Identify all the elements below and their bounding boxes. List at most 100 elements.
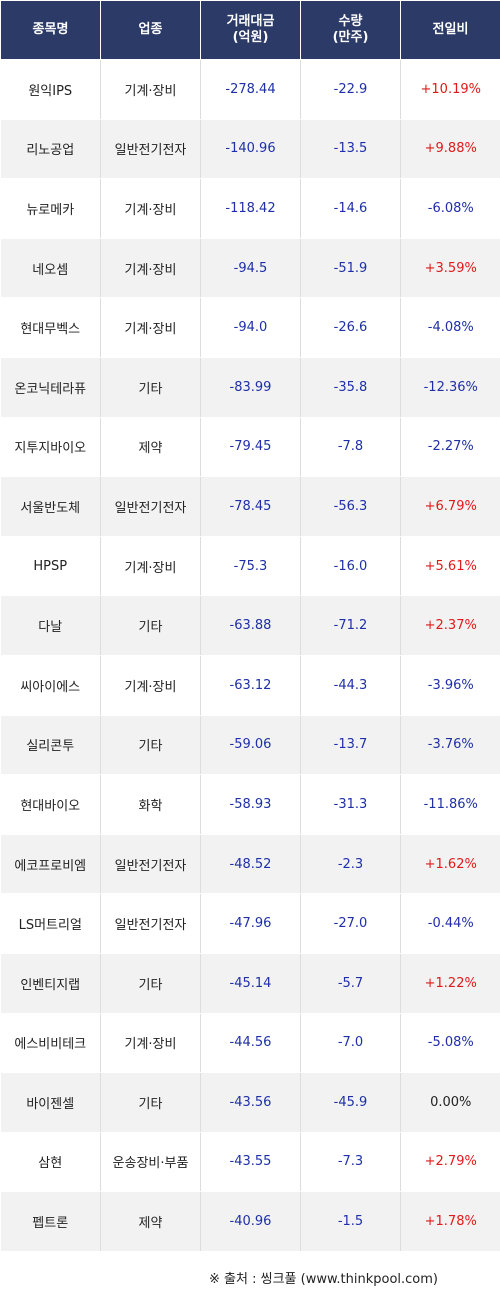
table-row: 삼현 운송장비·부품 -43.55 -7.3 +2.79% [0,1132,500,1193]
cell-quantity: -14.6 [300,178,401,239]
cell-quantity: -31.3 [300,774,401,835]
cell-sector: 화학 [100,774,201,835]
cell-change: +3.59% [400,238,500,299]
cell-change: +6.79% [400,476,500,537]
cell-change: +1.78% [400,1191,500,1252]
cell-trade-amount: -43.55 [200,1132,301,1193]
cell-stock-name: 현대무벡스 [0,297,101,358]
source-note: ※ 출처 : 씽크풀 (www.thinkpool.com) [209,1271,438,1287]
header-change: 전일비 [400,0,500,60]
table-row: 실리콘투 기타 -59.06 -13.7 -3.76% [0,715,500,776]
table-row: 서울반도체 일반전기전자 -78.45 -56.3 +6.79% [0,476,500,537]
table-row: 에코프로비엠 일반전기전자 -48.52 -2.3 +1.62% [0,834,500,895]
cell-change: +5.61% [400,536,500,597]
cell-trade-amount: -59.06 [200,715,301,776]
cell-change: +2.79% [400,1132,500,1193]
cell-stock-name: 에코프로비엠 [0,834,101,895]
cell-sector: 기계·장비 [100,59,201,120]
table-row: HPSP 기계·장비 -75.3 -16.0 +5.61% [0,536,500,597]
header-amount-line1: 거래대금 [226,14,275,29]
cell-sector: 기계·장비 [100,1013,201,1074]
header-qty-line1: 수량 [338,14,363,29]
cell-trade-amount: -44.56 [200,1013,301,1074]
cell-stock-name: 인벤티지랩 [0,953,101,1014]
cell-trade-amount: -45.14 [200,953,301,1014]
cell-sector: 제약 [100,417,201,478]
cell-quantity: -5.7 [300,953,401,1014]
cell-quantity: -71.2 [300,595,401,656]
cell-trade-amount: -47.96 [200,893,301,954]
cell-sector: 일반전기전자 [100,119,201,180]
cell-change: 0.00% [400,1072,500,1133]
cell-trade-amount: -78.45 [200,476,301,537]
cell-sector: 기타 [100,595,201,656]
cell-stock-name: HPSP [0,536,101,597]
table-row: 리노공업 일반전기전자 -140.96 -13.5 +9.88% [0,119,500,180]
cell-trade-amount: -43.56 [200,1072,301,1133]
cell-sector: 기계·장비 [100,655,201,716]
cell-trade-amount: -278.44 [200,59,301,120]
table-row: 씨아이에스 기계·장비 -63.12 -44.3 -3.96% [0,655,500,716]
cell-trade-amount: -79.45 [200,417,301,478]
cell-sector: 기타 [100,953,201,1014]
table-row: 인벤티지랩 기타 -45.14 -5.7 +1.22% [0,953,500,1014]
cell-trade-amount: -94.5 [200,238,301,299]
cell-stock-name: 에스비비테크 [0,1013,101,1074]
header-amount: 거래대금 (억원) [200,0,301,60]
cell-sector: 기타 [100,1072,201,1133]
cell-sector: 일반전기전자 [100,893,201,954]
cell-trade-amount: -83.99 [200,357,301,418]
cell-stock-name: 다날 [0,595,101,656]
cell-quantity: -7.0 [300,1013,401,1074]
header-amount-line2: (억원) [232,30,269,45]
cell-trade-amount: -58.93 [200,774,301,835]
cell-quantity: -51.9 [300,238,401,299]
table-row: 펩트론 제약 -40.96 -1.5 +1.78% [0,1191,500,1252]
table-header: 종목명 업종 거래대금 (억원) 수량 (만주) 전일비 [0,0,500,60]
cell-change: +9.88% [400,119,500,180]
cell-quantity: -27.0 [300,893,401,954]
cell-sector: 일반전기전자 [100,476,201,537]
table-row: 바이젠셀 기타 -43.56 -45.9 0.00% [0,1072,500,1133]
cell-change: -3.96% [400,655,500,716]
cell-stock-name: 삼현 [0,1132,101,1193]
cell-stock-name: LS머트리얼 [0,893,101,954]
cell-quantity: -2.3 [300,834,401,895]
cell-stock-name: 현대바이오 [0,774,101,835]
cell-change: +1.22% [400,953,500,1014]
cell-sector: 일반전기전자 [100,834,201,895]
cell-sector: 기계·장비 [100,536,201,597]
table-row: 다날 기타 -63.88 -71.2 +2.37% [0,595,500,656]
cell-trade-amount: -140.96 [200,119,301,180]
header-quantity: 수량 (만주) [300,0,401,60]
table-row: 온코닉테라퓨 기타 -83.99 -35.8 -12.36% [0,357,500,418]
cell-trade-amount: -40.96 [200,1191,301,1252]
table-row: 현대바이오 화학 -58.93 -31.3 -11.86% [0,774,500,835]
cell-change: +1.62% [400,834,500,895]
cell-quantity: -7.8 [300,417,401,478]
cell-change: -4.08% [400,297,500,358]
header-name: 종목명 [0,0,101,60]
header-qty-line2: (만주) [332,30,369,45]
cell-change: -0.44% [400,893,500,954]
cell-trade-amount: -75.3 [200,536,301,597]
cell-change: -12.36% [400,357,500,418]
cell-quantity: -7.3 [300,1132,401,1193]
cell-trade-amount: -118.42 [200,178,301,239]
cell-quantity: -44.3 [300,655,401,716]
table-row: 지투지바이오 제약 -79.45 -7.8 -2.27% [0,417,500,478]
cell-change: +10.19% [400,59,500,120]
cell-sector: 기타 [100,357,201,418]
cell-trade-amount: -48.52 [200,834,301,895]
cell-stock-name: 리노공업 [0,119,101,180]
stock-table: 종목명 업종 거래대금 (억원) 수량 (만주) 전일비 원익IPS 기계·장비 -… [0,0,500,1252]
table-row: 원익IPS 기계·장비 -278.44 -22.9 +10.19% [0,59,500,120]
cell-quantity: -26.6 [300,297,401,358]
cell-stock-name: 네오셈 [0,238,101,299]
cell-sector: 기타 [100,715,201,776]
cell-change: -5.08% [400,1013,500,1074]
cell-sector: 기계·장비 [100,238,201,299]
cell-quantity: -22.9 [300,59,401,120]
cell-sector: 제약 [100,1191,201,1252]
